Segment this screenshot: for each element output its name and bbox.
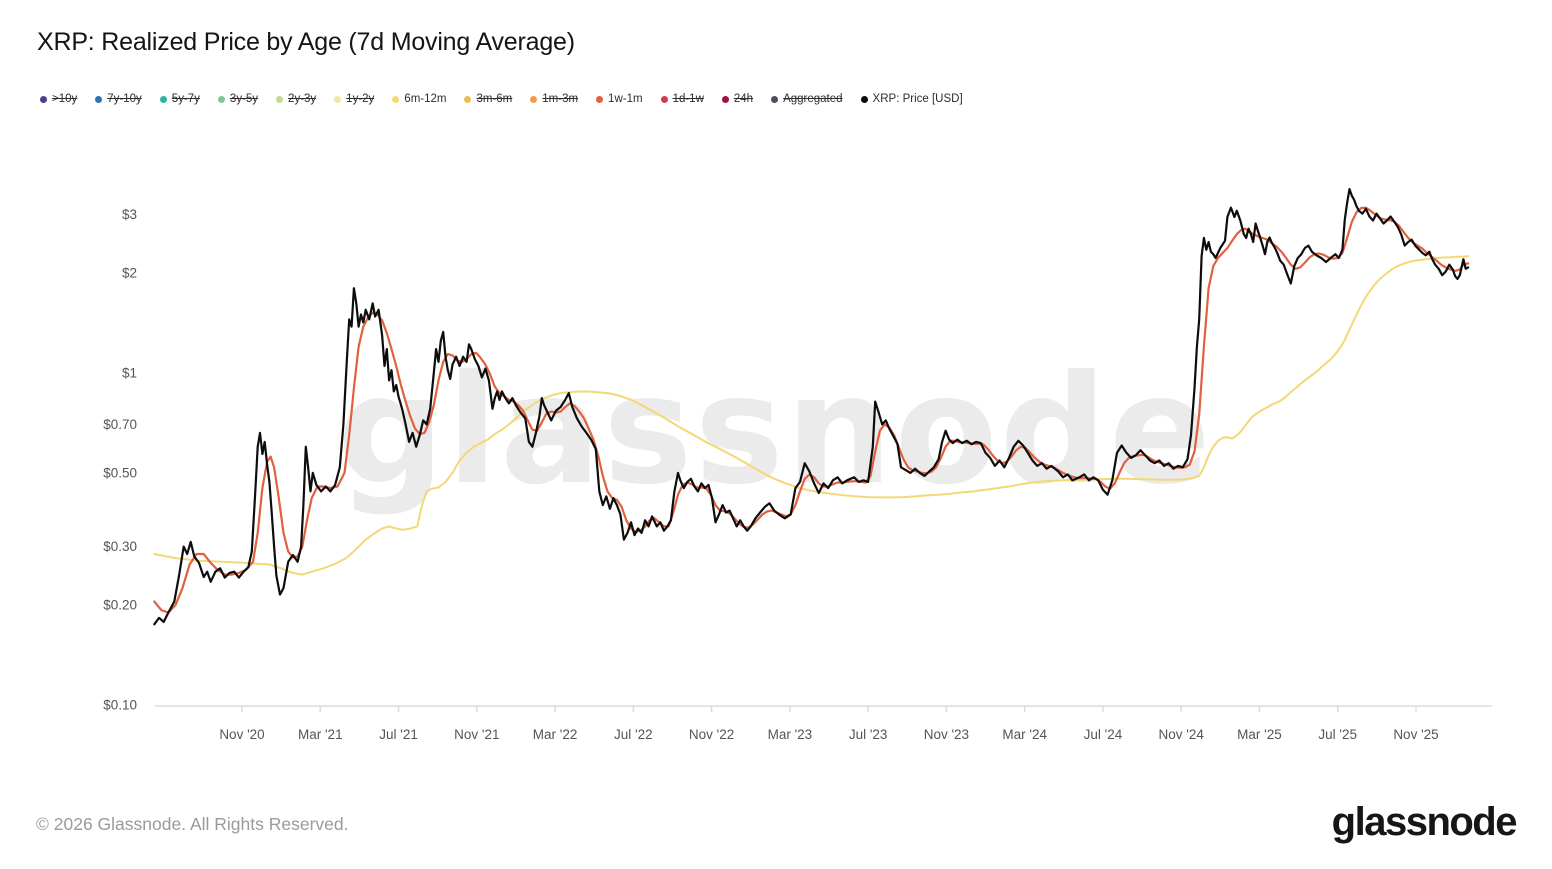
copyright-text: © 2026 Glassnode. All Rights Reserved. <box>36 814 349 834</box>
legend-dot-aggregated <box>771 95 779 103</box>
legend-item-1m-3m[interactable]: 1m-3m <box>530 93 578 105</box>
legend-label-5y-7y: 5y-7y <box>171 93 200 105</box>
legend-item-5y-7y[interactable]: 5y-7y <box>159 93 200 105</box>
x-axis-label: Nov '20 <box>219 727 264 742</box>
series-line-xrp-price <box>153 188 1470 626</box>
legend-label-2y-3y: 2y-3y <box>288 93 317 105</box>
legend-dot-10y-plus <box>40 95 47 103</box>
legend-item-1w-1m[interactable]: 1w-1m <box>596 93 643 105</box>
x-axis-label: Mar '23 <box>768 727 813 742</box>
legend-item-6m-12m[interactable]: 6m-12m <box>392 93 446 105</box>
legend-item-1y-2y[interactable]: 1y-2y <box>334 93 374 105</box>
legend-dot-1m-3m <box>530 95 538 103</box>
legend-dot-1w-1m <box>596 95 604 103</box>
x-axis-label: Nov '23 <box>924 727 969 742</box>
x-axis-label: Jul '24 <box>1084 727 1123 742</box>
legend: >10y 7y-10y 5y-7y 3y-5y 2y-3y 1y-2y 6m-12m 3m-6… <box>40 93 963 105</box>
y-axis-label: $0.50 <box>103 465 137 480</box>
x-axis-label: Mar '22 <box>533 727 578 742</box>
legend-item-aggregated[interactable]: Aggregated <box>771 93 843 105</box>
glassnode-logo: glassnode <box>1331 800 1518 844</box>
x-axis-label: Nov '21 <box>454 727 499 742</box>
x-axis-label: Jul '23 <box>849 727 888 742</box>
legend-dot-6m-12m <box>392 95 400 103</box>
legend-label-1w-1m: 1w-1m <box>608 93 643 105</box>
legend-dot-xrp-price <box>860 95 868 103</box>
legend-item-3y-5y[interactable]: 3y-5y <box>217 93 259 105</box>
y-axis-label: $0.20 <box>103 598 137 613</box>
legend-label-aggregated: Aggregated <box>783 93 843 105</box>
y-axis-label: $3 <box>122 207 137 222</box>
legend-dot-2y-3y <box>276 95 284 103</box>
legend-dot-1d-1w <box>660 95 668 103</box>
glassnode-watermark: glassnode <box>337 344 1213 518</box>
legend-dot-24h <box>721 95 729 103</box>
y-axis-label: $0.70 <box>103 417 137 432</box>
legend-label-1y-2y: 1y-2y <box>346 93 375 105</box>
x-axis-label: Mar '25 <box>1237 727 1282 742</box>
x-axis-label: Jul '21 <box>379 727 418 742</box>
x-axis-label: Jul '22 <box>614 727 653 742</box>
y-axis-label: $0.10 <box>103 698 137 713</box>
x-axis-label: Nov '24 <box>1159 727 1205 742</box>
legend-dot-7y-10y <box>95 95 103 103</box>
legend-item-xrp-price[interactable]: XRP: Price [USD] <box>860 93 963 105</box>
x-axis-label: Jul '25 <box>1318 727 1357 742</box>
legend-dot-3y-5y <box>217 95 225 103</box>
x-axis-label: Nov '25 <box>1393 727 1438 742</box>
page-title: XRP: Realized Price by Age (7d Moving Av… <box>37 28 575 56</box>
y-axis-label: $0.30 <box>103 539 137 554</box>
legend-dot-3m-6m <box>464 95 472 103</box>
legend-label-xrp-price: XRP: Price [USD] <box>872 93 963 105</box>
legend-label-10y-plus: >10y <box>52 93 78 105</box>
legend-item-1d-1w[interactable]: 1d-1w <box>660 93 704 105</box>
legend-label-24h: 24h <box>733 93 754 105</box>
legend-item-3m-6m[interactable]: 3m-6m <box>464 93 512 105</box>
legend-label-1d-1w: 1d-1w <box>672 93 704 105</box>
series-line-6m-12m <box>153 255 1470 576</box>
legend-item-2y-3y[interactable]: 2y-3y <box>276 93 316 105</box>
legend-label-7y-10y: 7y-10y <box>107 93 142 105</box>
y-axis-label: $1 <box>122 366 137 381</box>
legend-item-10y-plus[interactable]: >10y <box>40 93 77 105</box>
legend-label-1m-3m: 1m-3m <box>542 93 579 105</box>
legend-item-7y-10y[interactable]: 7y-10y <box>95 93 142 105</box>
x-axis-label: Mar '21 <box>298 727 343 742</box>
legend-label-3m-6m: 3m-6m <box>476 93 513 105</box>
legend-dot-5y-7y <box>159 95 167 103</box>
x-axis-label: Mar '24 <box>1002 727 1047 742</box>
legend-label-3y-5y: 3y-5y <box>229 93 259 105</box>
legend-dot-1y-2y <box>334 95 342 103</box>
series-line-1w-1m <box>153 206 1470 614</box>
y-axis-label: $2 <box>122 266 137 281</box>
legend-item-24h[interactable]: 24h <box>721 93 754 105</box>
legend-label-6m-12m: 6m-12m <box>404 93 447 105</box>
x-axis-label: Nov '22 <box>689 727 734 742</box>
